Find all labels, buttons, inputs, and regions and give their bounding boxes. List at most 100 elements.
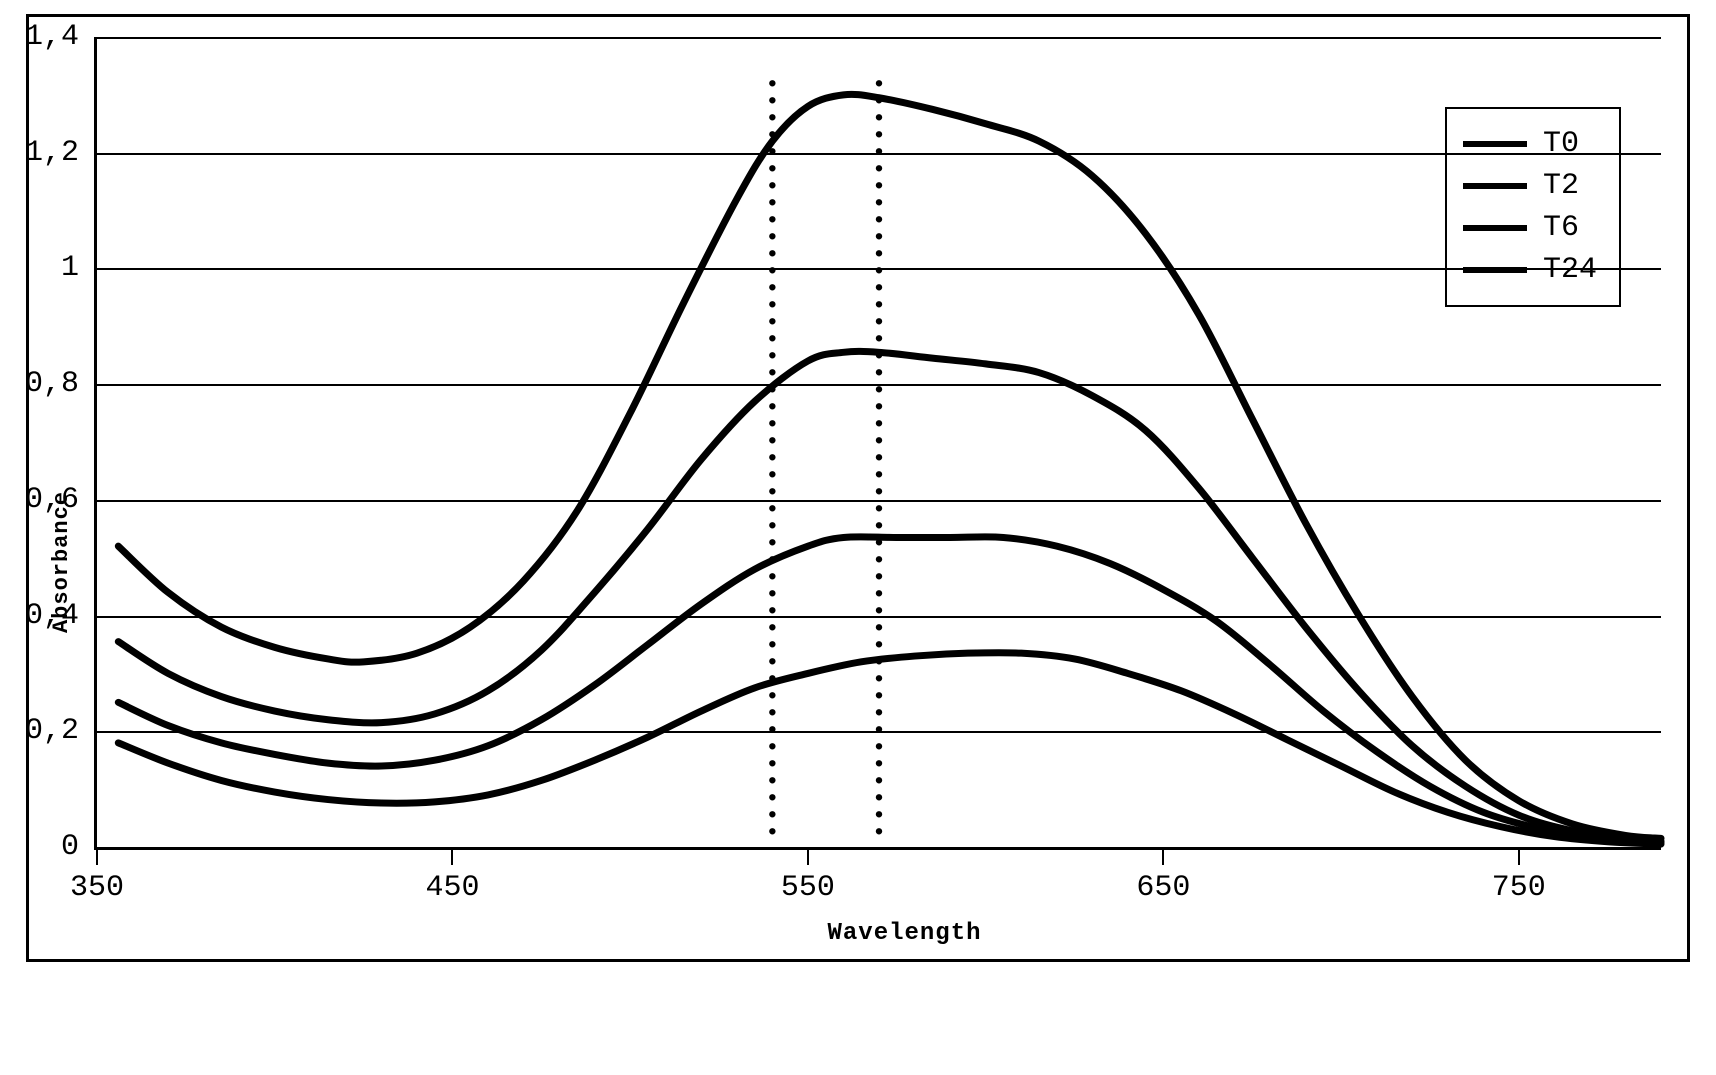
vertical-marker-dot: [876, 760, 882, 766]
vertical-marker-dot: [876, 131, 882, 137]
vertical-marker-dot: [769, 233, 775, 239]
vertical-marker-dot: [769, 114, 775, 120]
legend: T0T2T6T24: [1445, 107, 1621, 307]
vertical-marker-dot: [876, 505, 882, 511]
vertical-marker-dot: [876, 216, 882, 222]
vertical-marker-dot: [769, 828, 775, 834]
vertical-marker-dot: [769, 505, 775, 511]
x-tick-label: 650: [1136, 871, 1190, 905]
vertical-marker-dot: [769, 539, 775, 545]
vertical-marker-dot: [769, 318, 775, 324]
vertical-marker-dot: [876, 573, 882, 579]
vertical-marker-dot: [769, 250, 775, 256]
plot-column: T0T2T6T24 00,20,40,60,811,21,43504505506…: [82, 37, 1667, 947]
vertical-marker-dot: [876, 352, 882, 358]
vertical-marker-dot: [876, 709, 882, 715]
vertical-marker-dot: [769, 760, 775, 766]
gridline: [97, 500, 1661, 502]
vertical-marker-dot: [769, 301, 775, 307]
legend-item-T0: T0: [1463, 123, 1597, 165]
vertical-marker-dot: [769, 658, 775, 664]
vertical-marker-dot: [769, 369, 775, 375]
vertical-marker-dot: [769, 692, 775, 698]
legend-swatch: [1463, 225, 1527, 231]
vertical-marker-dot: [876, 828, 882, 834]
gridline: [97, 268, 1661, 270]
x-tick: [1518, 847, 1520, 865]
y-tick-label: 0: [61, 830, 97, 864]
x-tick-label: 450: [425, 871, 479, 905]
vertical-marker-dot: [769, 590, 775, 596]
vertical-marker-dot: [876, 386, 882, 392]
legend-label: T2: [1543, 169, 1579, 203]
chart-content: Absorbance T0T2T6T24 00,20,40,60,811,21,…: [49, 37, 1667, 947]
vertical-marker-dot: [876, 318, 882, 324]
vertical-marker-dot: [876, 777, 882, 783]
vertical-marker-dot: [769, 97, 775, 103]
vertical-marker-dot: [876, 250, 882, 256]
vertical-marker-dot: [876, 97, 882, 103]
vertical-marker-dot: [876, 522, 882, 528]
vertical-marker-dot: [769, 131, 775, 137]
gridline: [97, 616, 1661, 618]
vertical-marker-dot: [876, 811, 882, 817]
vertical-marker-dot: [769, 386, 775, 392]
y-tick-label: 0,4: [25, 599, 97, 633]
vertical-marker-dot: [769, 437, 775, 443]
vertical-marker-dot: [876, 420, 882, 426]
y-tick-label: 1,4: [25, 20, 97, 54]
vertical-marker-dot: [769, 709, 775, 715]
legend-label: T6: [1543, 211, 1579, 245]
vertical-marker-dot: [769, 607, 775, 613]
vertical-marker-dot: [876, 539, 882, 545]
vertical-marker-dot: [769, 794, 775, 800]
vertical-marker-dot: [769, 403, 775, 409]
vertical-marker-dot: [769, 199, 775, 205]
vertical-marker-dot: [769, 641, 775, 647]
series-T6: [118, 537, 1661, 843]
vertical-marker-dot: [769, 471, 775, 477]
x-axis-label: Wavelength: [82, 920, 1667, 947]
vertical-marker-dot: [769, 335, 775, 341]
vertical-marker-dot: [769, 284, 775, 290]
legend-label: T0: [1543, 127, 1579, 161]
vertical-marker-dot: [876, 624, 882, 630]
legend-swatch: [1463, 183, 1527, 189]
vertical-marker-dot: [876, 658, 882, 664]
vertical-marker-dot: [876, 335, 882, 341]
vertical-marker-dot: [769, 182, 775, 188]
x-tick: [96, 847, 98, 865]
vertical-marker-dot: [876, 199, 882, 205]
vertical-marker-dot: [769, 352, 775, 358]
chart-frame: Absorbance T0T2T6T24 00,20,40,60,811,21,…: [26, 14, 1690, 962]
x-tick: [1162, 847, 1164, 865]
vertical-marker-dot: [876, 182, 882, 188]
vertical-marker-dot: [876, 743, 882, 749]
legend-item-T2: T2: [1463, 165, 1597, 207]
x-tick-label: 750: [1492, 871, 1546, 905]
vertical-marker-dot: [769, 675, 775, 681]
chart-svg: [97, 37, 1661, 847]
vertical-marker-dot: [876, 165, 882, 171]
y-tick-label: 0,8: [25, 367, 97, 401]
gridline: [97, 731, 1661, 733]
vertical-marker-dot: [876, 488, 882, 494]
vertical-marker-dot: [876, 454, 882, 460]
x-tick-label: 550: [781, 871, 835, 905]
vertical-marker-dot: [769, 80, 775, 86]
gridline: [97, 153, 1661, 155]
y-tick-label: 1: [61, 251, 97, 285]
vertical-marker-dot: [876, 556, 882, 562]
vertical-marker-dot: [876, 403, 882, 409]
vertical-marker-dot: [769, 522, 775, 528]
vertical-marker-dot: [769, 488, 775, 494]
x-tick: [807, 847, 809, 865]
gridline: [97, 384, 1661, 386]
vertical-marker-dot: [876, 437, 882, 443]
x-tick: [451, 847, 453, 865]
x-tick-label: 350: [70, 871, 124, 905]
vertical-marker-dot: [769, 743, 775, 749]
vertical-marker-dot: [769, 165, 775, 171]
y-tick-label: 0,6: [25, 483, 97, 517]
vertical-marker-dot: [876, 233, 882, 239]
